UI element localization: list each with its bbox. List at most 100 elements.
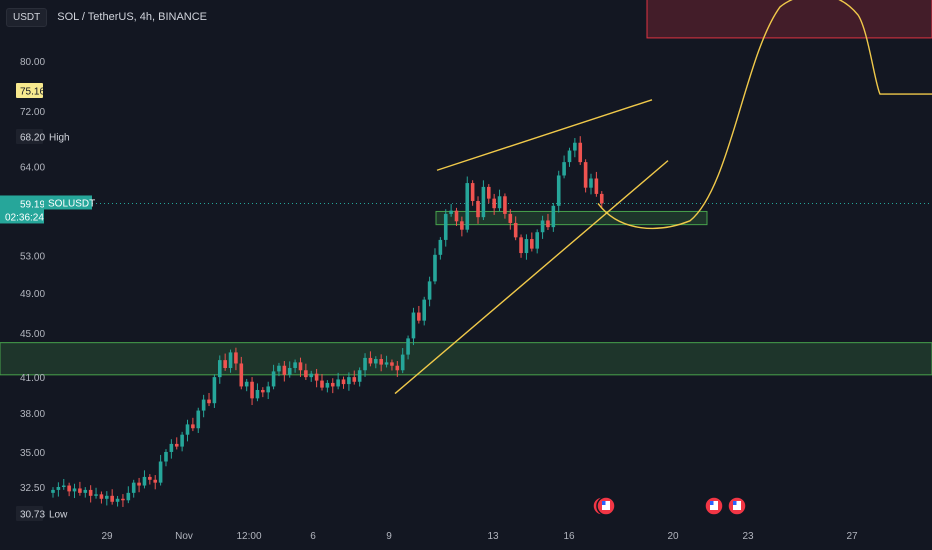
last-price-value: 59.19 [20,199,45,210]
candle-body [449,210,453,214]
flag-canton [602,501,606,505]
candle-body [298,362,303,371]
us-flag-icon[interactable] [596,496,616,516]
candle-body [196,410,201,429]
candle-body [470,183,475,202]
candle-body [239,363,244,387]
x-tick-label: 23 [742,531,754,542]
candle-body [250,381,254,399]
candle-body [137,482,141,486]
x-tick-label: 12:00 [236,531,261,542]
candles-layer [51,136,604,507]
y-tick-label: 45.00 [20,329,45,340]
zones-layer [0,0,932,376]
candle-body [228,352,233,368]
wedge-trendline [394,160,669,395]
candle-body [357,370,362,382]
target-price-badge: 75.16 [20,87,45,98]
candle-body [314,373,319,381]
last-price-badge-bg [0,195,44,224]
candle-body [234,352,238,364]
us-flag-icon[interactable] [727,496,747,516]
candle-body [594,178,599,194]
candle-body [142,476,147,486]
candle-body [325,382,330,388]
candle-body [411,312,416,339]
y-tick-label: 38.00 [20,409,45,420]
candle-body [546,220,550,228]
drawings-layer [394,0,932,395]
y-tick-label: 35.00 [20,448,45,459]
x-tick-label: Nov [175,531,193,542]
high-price-badge-bg [16,128,43,144]
candle-body [352,377,357,382]
candle-body [508,213,513,223]
candle-body [583,162,588,188]
candle-body [476,201,480,218]
candle-body [61,485,66,487]
y-tick-label: 41.00 [20,373,45,384]
candle-body [266,386,270,393]
flag-canton [733,501,737,505]
candle-body [347,377,351,385]
candle-body [131,482,136,493]
high-price-badge: 68.20 [20,132,45,143]
candle-body [535,232,539,249]
candle-body [374,359,378,364]
candle-body [105,495,109,499]
chart-header: USDT SOL / TetherUS, 4h, BINANCE [0,0,207,34]
candle-body [320,380,324,388]
candle-body [83,489,88,493]
symbol-badge-bg [44,195,92,210]
candle-body [562,162,566,176]
candle-body [180,434,184,447]
candle-body [341,379,346,385]
x-tick-label: 29 [101,531,113,542]
x-tick-label: 27 [846,531,858,542]
event-markers [592,496,747,516]
candle-body [72,488,77,492]
candle-body [384,362,389,365]
candle-body [271,371,276,387]
candle-body [185,424,190,435]
projection-path [597,0,932,230]
flag-inner [602,501,610,510]
candle-body [427,281,432,300]
candle-body [67,485,71,492]
candle-body [126,492,131,501]
candle-body [88,489,93,496]
candle-body [589,178,593,188]
resistance-zone [646,0,932,39]
x-tick-label: 13 [487,531,499,542]
y-tick-label: 72.00 [20,107,45,118]
candle-body [78,488,82,493]
candle-body [304,370,308,378]
time-axis: 29 Nov 12:00 6 9 13 16 20 23 27 [101,531,858,542]
candle-body [406,338,410,355]
candle-body [255,389,260,399]
candle-body [599,193,604,204]
candle-body [497,196,502,209]
wedge-trendline [436,99,653,171]
candle-body [524,239,529,254]
candle-body [400,354,405,371]
candle-body [368,357,373,364]
candle-body [390,362,394,366]
candle-body [115,498,120,502]
low-label: Low [49,509,68,520]
candle-body [578,142,583,163]
y-tick-label: 53.00 [20,252,45,263]
low-price-badge: 30.73 [20,509,45,520]
support-zone [435,210,708,226]
candle-body [201,399,206,411]
candle-body [438,239,443,255]
candle-body [169,443,174,452]
candle-body [417,312,421,321]
candle-body [309,373,314,378]
candle-body [153,479,158,483]
us-flag-icon[interactable] [704,496,724,516]
candle-body [99,494,104,499]
currency-button[interactable]: USDT [6,7,48,27]
